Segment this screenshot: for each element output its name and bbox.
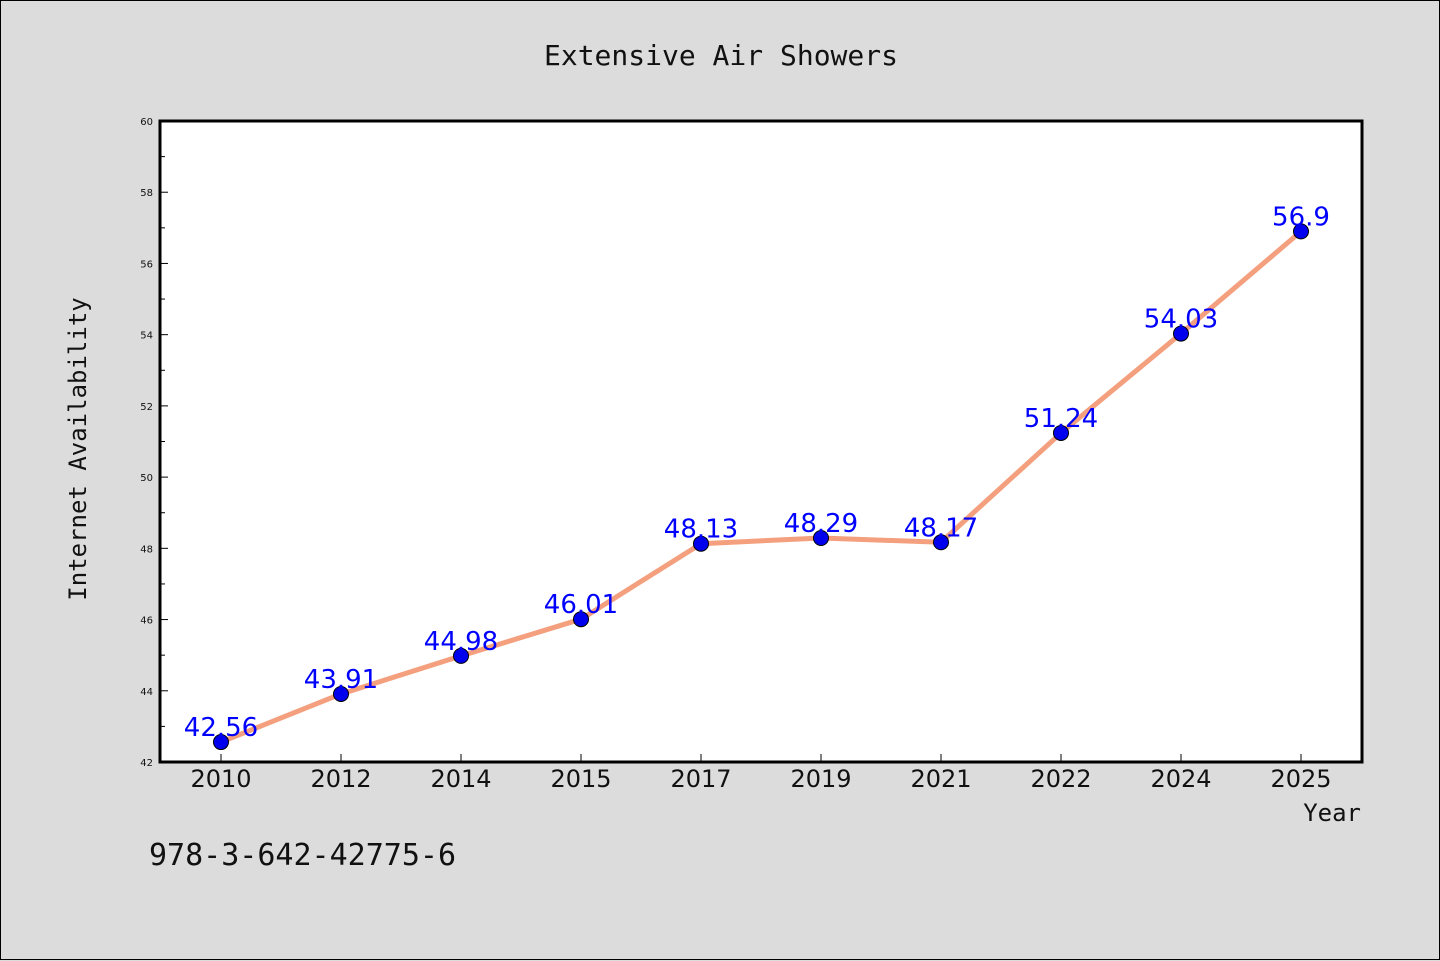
y-tick-label: 46 [140, 616, 153, 627]
data-label: 44.98 [424, 627, 498, 657]
x-tick-label: 2010 [190, 765, 251, 793]
x-axis-label: Year [1303, 799, 1361, 827]
y-tick-label: 52 [140, 402, 153, 413]
series-layer: 42.56 43.91 44.98 46.01 48.13 48.29 48.17 51.24… [184, 202, 1330, 751]
data-point [1053, 424, 1069, 441]
data-point [453, 647, 469, 664]
data-point [813, 530, 829, 547]
x-tick-label: 2015 [550, 765, 611, 793]
data-point [333, 685, 349, 702]
x-tick-label: 2019 [790, 765, 851, 793]
chart-title: Extensive Air Showers [544, 39, 898, 72]
data-label: 51.24 [1024, 404, 1098, 434]
data-label: 48.13 [664, 515, 738, 545]
data-point [213, 734, 229, 751]
y-tick-label: 54 [140, 331, 153, 342]
x-tick-label: 2017 [670, 765, 731, 793]
data-label: 46.01 [544, 590, 618, 620]
y-tick-label: 60 [140, 117, 153, 128]
x-tick-label: 2012 [310, 765, 371, 793]
y-tick-label: 42 [140, 758, 153, 769]
data-label: 48.29 [784, 509, 858, 539]
y-tick-label: 56 [140, 259, 153, 270]
data-point [933, 534, 949, 551]
x-tick-label: 2022 [1030, 765, 1091, 793]
data-label: 42.56 [184, 713, 258, 743]
y-tick-label: 48 [140, 544, 153, 555]
x-tick-label: 2021 [910, 765, 971, 793]
plot-area [158, 119, 1364, 764]
x-tick-label: 2025 [1270, 765, 1331, 793]
data-point [1293, 223, 1309, 240]
x-tick-label: 2014 [430, 765, 491, 793]
data-label: 54.03 [1144, 305, 1218, 335]
data-point [573, 611, 589, 628]
data-point [693, 535, 709, 552]
series-line [218, 228, 1304, 745]
y-axis: 42 44 46 48 50 52 54 56 58 60 [140, 117, 168, 769]
y-tick-label: 50 [140, 473, 153, 484]
y-tick-label: 44 [140, 687, 153, 698]
isbn-annotation: 978-3-642-42775-6 [149, 838, 456, 873]
y-axis-label: Internet Availability [64, 297, 92, 600]
y-tick-label: 58 [140, 188, 153, 199]
x-axis: 2010 2012 2014 2015 2017 2019 2021 2022 2024 2025 [190, 754, 1332, 793]
data-label: 48.17 [904, 513, 978, 543]
data-point [1173, 325, 1189, 342]
data-label: 43.91 [304, 665, 378, 695]
x-tick-label: 2024 [1150, 765, 1211, 793]
data-label: 56.9 [1272, 202, 1330, 232]
